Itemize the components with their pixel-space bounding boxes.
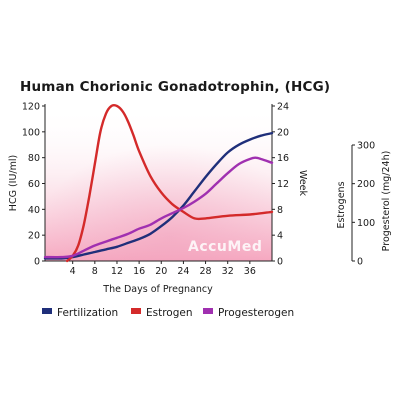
legend: Fertilization Estrogen Progesterogen	[42, 307, 294, 319]
legend-label-fertilization: Fertilization	[57, 307, 118, 319]
progesterol-axis-title: Progesterol (mg/24h)	[381, 151, 392, 252]
left-axis-tick-label: 80	[28, 153, 40, 164]
legend-swatch-fertilization	[42, 308, 52, 314]
legend-label-estrogen: Estrogen	[146, 307, 193, 319]
progesterol-axis-tick-label: 100	[357, 218, 375, 229]
x-axis-tick-label: 36	[244, 266, 256, 277]
week-axis-tick-label: 0	[277, 257, 283, 268]
estrogen-line	[65, 103, 274, 263]
progesterogen-line	[43, 156, 274, 259]
x-axis-tick-label: 28	[200, 266, 212, 277]
progesterol-axis-tick-label: 200	[357, 179, 375, 190]
x-axis-tick-label: 24	[177, 266, 189, 277]
watermark-text: AccuMed	[188, 239, 262, 255]
x-axis-tick-label: 16	[133, 266, 145, 277]
progesterol-axis-tick-label: 300	[357, 141, 375, 152]
week-axis-tick-label: 20	[277, 127, 289, 138]
x-axis-tick-label: 12	[111, 266, 123, 277]
week-axis-title: Week	[297, 170, 308, 197]
legend-swatch-estrogen	[131, 308, 141, 314]
estrogens-axis-title: Estrogens	[336, 181, 347, 228]
series-lines	[43, 103, 274, 263]
x-axis-tick-label: 8	[92, 266, 98, 277]
axes: 0 20 40 60 80 100 120 4 8 12 16 20 24 28 32 36 0 4 8 12 16 20…	[22, 102, 375, 278]
chart-title: Human Chorionic Gonadotrophin, (HCG)	[20, 79, 330, 95]
left-axis-title: HCG (IU/ml)	[8, 155, 19, 211]
x-axis-tick-label: 20	[155, 266, 167, 277]
left-axis-tick-label: 40	[28, 205, 40, 216]
left-axis-tick-label: 0	[34, 257, 40, 268]
fertilization-line	[43, 131, 274, 260]
week-axis-tick-label: 12	[277, 179, 289, 190]
left-axis-tick-label: 60	[28, 179, 40, 190]
left-axis-tick-label: 20	[28, 231, 40, 242]
legend-label-progesterogen: Progesterogen	[218, 307, 294, 319]
x-axis-tick-label: 4	[70, 266, 76, 277]
week-axis-tick-label: 16	[277, 153, 289, 164]
x-axis-title: The Days of Pregnancy	[102, 284, 213, 295]
week-axis-tick-label: 4	[277, 231, 283, 242]
x-axis-tick-label: 32	[222, 266, 234, 277]
progesterol-axis-tick-label: 0	[357, 257, 363, 268]
plot-glow	[45, 106, 272, 261]
legend-swatch-progesterogen	[203, 308, 213, 314]
week-axis-tick-label: 24	[277, 102, 289, 113]
week-axis-tick-label: 8	[277, 205, 283, 216]
left-axis-tick-label: 120	[22, 102, 40, 113]
left-axis-tick-label: 100	[22, 127, 40, 138]
